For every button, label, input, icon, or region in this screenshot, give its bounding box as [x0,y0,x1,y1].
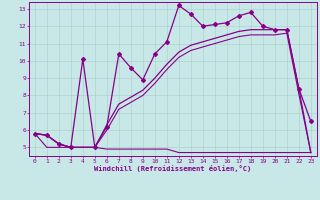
X-axis label: Windchill (Refroidissement éolien,°C): Windchill (Refroidissement éolien,°C) [94,165,252,172]
